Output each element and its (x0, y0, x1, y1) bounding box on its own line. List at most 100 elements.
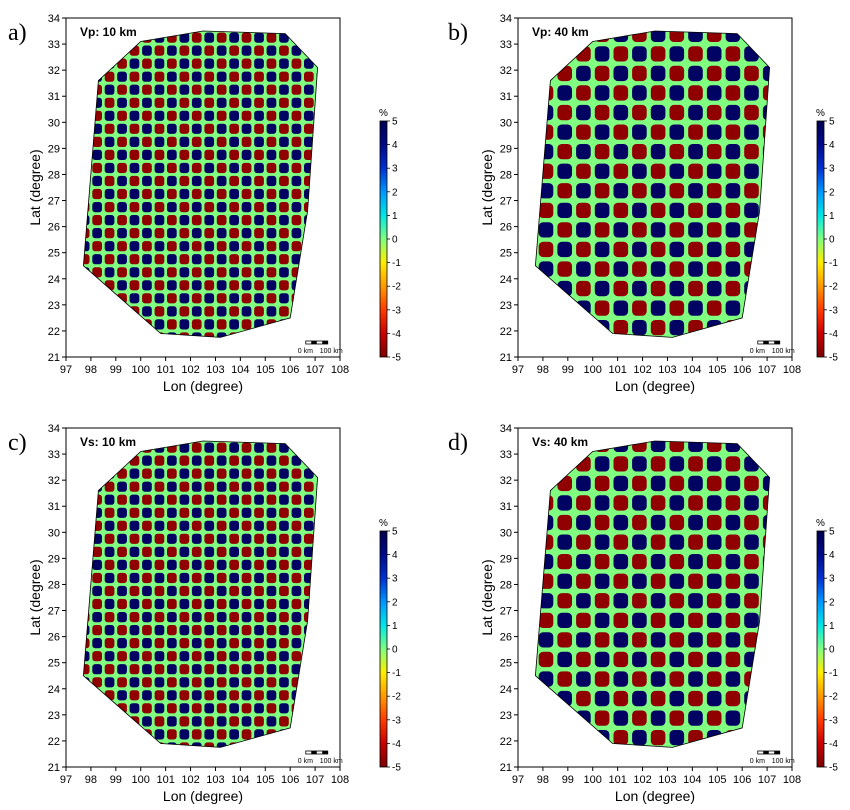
heatmap-cell (632, 320, 647, 336)
x-tick-label: 107 (306, 364, 324, 376)
heatmap-cell (105, 345, 115, 355)
heatmap-cell (291, 598, 302, 610)
heatmap-cell (669, 280, 685, 297)
heatmap-cell (154, 319, 165, 330)
heatmap-cell (216, 58, 227, 69)
heatmap-cell (179, 468, 190, 479)
heatmap-cell (179, 280, 190, 291)
heatmap-cell (129, 136, 140, 147)
heatmap-cell (204, 45, 215, 56)
heatmap-cell (229, 123, 239, 134)
heatmap-cell (706, 475, 722, 492)
heatmap-cell (538, 710, 554, 726)
heatmap-cell (216, 228, 227, 239)
heatmap-cell (266, 533, 277, 544)
heatmap-cell (241, 638, 252, 649)
heatmap-cell (539, 7, 554, 22)
heatmap-cell (142, 71, 152, 82)
panel-title: Vs: 40 km (532, 435, 588, 449)
heatmap-cell (179, 494, 190, 505)
heatmap-cell (92, 319, 102, 330)
heatmap-cell (204, 149, 215, 160)
heatmap-cell (117, 625, 127, 636)
heatmap-cell (254, 651, 264, 662)
heatmap-cell (650, 690, 666, 707)
study-area-outline (534, 30, 771, 338)
heatmap-cell (316, 202, 318, 213)
heatmap-cell (329, 241, 339, 251)
heatmap-cell (142, 638, 152, 649)
heatmap-cell (167, 533, 177, 544)
heatmap-cell (117, 58, 127, 69)
heatmap-cell (191, 494, 202, 505)
heatmap-cell (117, 188, 127, 200)
heatmap-cell (329, 677, 339, 687)
heatmap-cell (154, 306, 165, 317)
y-tick-label: 33 (48, 39, 60, 51)
heatmap-cell (191, 703, 202, 714)
scale-bar-segment (311, 341, 317, 344)
heatmap-cell (254, 32, 264, 43)
x-tick-label: 106 (733, 774, 751, 786)
heatmap-cell (92, 716, 102, 727)
heatmap-cell (92, 267, 102, 278)
heatmap-cell (520, 535, 535, 550)
heatmap-cell (706, 710, 722, 726)
heatmap-cell (204, 84, 215, 95)
heatmap-cell (83, 254, 90, 265)
heatmap-cell (92, 546, 102, 557)
colorbar-tick-label: 5 (392, 527, 398, 538)
heatmap-cell (304, 149, 314, 160)
heatmap-cell (557, 573, 572, 589)
heatmap-cell (92, 71, 102, 82)
heatmap-cell (129, 494, 140, 505)
y-tick-label: 25 (48, 248, 60, 260)
colorbar-tick-label: 4 (392, 140, 398, 151)
heatmap-cell (266, 481, 277, 492)
heatmap-cell (192, 345, 202, 355)
heatmap-cell (155, 19, 165, 29)
heatmap-cell (154, 162, 165, 174)
heatmap-cell (67, 612, 77, 622)
heatmap-cell (254, 729, 264, 740)
heatmap-cell (104, 625, 115, 636)
heatmap-cell (316, 703, 318, 714)
heatmap-cell (316, 677, 318, 688)
heatmap-cell (316, 716, 318, 727)
heatmap-cell (520, 340, 535, 355)
heatmap-cell (744, 144, 759, 160)
heatmap-cell (154, 520, 165, 531)
heatmap-cell (179, 162, 190, 174)
heatmap-cell (279, 690, 289, 701)
heatmap-cell (254, 755, 264, 765)
heatmap-cell (725, 495, 741, 511)
heatmap-cell (304, 267, 314, 278)
heatmap-cell (316, 58, 318, 69)
heatmap-cell (67, 521, 77, 531)
x-tick-label: 103 (658, 364, 676, 376)
heatmap-cell (254, 533, 264, 544)
heatmap-cell (83, 188, 90, 200)
heatmap-cell (316, 612, 318, 623)
heatmap-cell (229, 729, 239, 740)
heatmap-cell (92, 188, 102, 200)
x-tick-label: 103 (658, 774, 676, 786)
heatmap-cell (316, 254, 318, 265)
heatmap-cell (216, 742, 227, 748)
heatmap-cell (316, 455, 318, 466)
heatmap-cell (291, 572, 302, 584)
heatmap-cell (254, 71, 264, 82)
heatmap-cell (92, 729, 102, 740)
heatmap-cell (117, 507, 127, 518)
heatmap-cell (304, 202, 314, 213)
heatmap-cell (613, 183, 629, 199)
heatmap-cell (204, 254, 215, 265)
heatmap-cell (291, 332, 302, 338)
heatmap-cell (254, 572, 264, 584)
heatmap-cell (304, 546, 314, 557)
heatmap-cell (329, 573, 339, 583)
heatmap-cell (241, 58, 252, 69)
heatmap-cell (229, 585, 239, 597)
heatmap-cell (279, 162, 289, 174)
heatmap-cell (192, 429, 202, 439)
